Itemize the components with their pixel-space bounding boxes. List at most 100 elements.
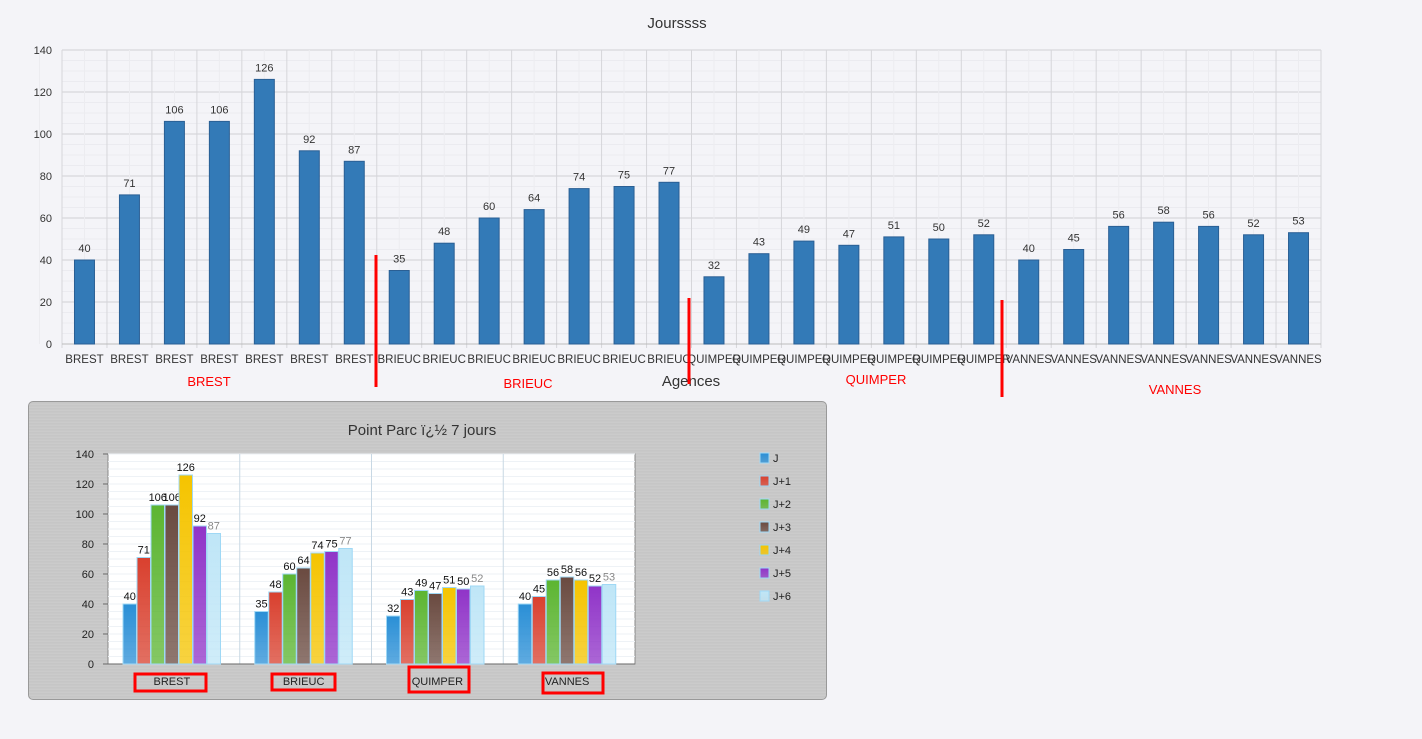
x-tick-label: VANNES xyxy=(545,676,589,688)
bar xyxy=(206,533,221,665)
data-label: 32 xyxy=(387,603,399,615)
data-label: 77 xyxy=(339,536,351,548)
x-tick-label: BREST xyxy=(200,354,238,366)
bar xyxy=(282,573,297,665)
data-label: 74 xyxy=(311,540,323,552)
data-label: 48 xyxy=(269,579,281,591)
x-tick-label: QUIMPER xyxy=(412,676,463,688)
data-label: 49 xyxy=(798,224,810,236)
bar xyxy=(883,236,905,345)
legend-swatch xyxy=(759,475,770,487)
x-tick-label: VANNES xyxy=(1006,354,1053,366)
x-tick-label: QUIMPER xyxy=(777,354,831,366)
legend-label: J+2 xyxy=(773,499,791,511)
data-label: 49 xyxy=(415,578,427,590)
data-label: 74 xyxy=(573,172,585,184)
bar xyxy=(470,585,485,665)
x-tick-label: BRIEUC xyxy=(512,354,555,366)
y-tick-label: 140 xyxy=(76,449,94,461)
bar xyxy=(414,590,429,665)
x-tick-label: BRIEUC xyxy=(378,354,421,366)
data-label: 40 xyxy=(78,243,90,255)
legend-label: J+1 xyxy=(773,476,791,488)
bar xyxy=(338,548,353,665)
x-tick-label: QUIMPER xyxy=(912,354,966,366)
annotation-label: BREST xyxy=(187,374,230,389)
data-label: 52 xyxy=(471,573,483,585)
data-label: 87 xyxy=(208,521,220,533)
bar xyxy=(523,209,545,345)
bar xyxy=(118,194,140,345)
data-label: 64 xyxy=(528,193,540,205)
y-tick-label: 20 xyxy=(82,629,94,641)
bar xyxy=(573,579,589,665)
data-label: 56 xyxy=(1202,209,1214,221)
y-tick-label: 40 xyxy=(40,255,52,267)
y-tick-label: 120 xyxy=(76,479,94,491)
data-label: 92 xyxy=(194,513,206,525)
bar xyxy=(793,240,815,345)
bar xyxy=(568,188,590,345)
legend-swatch xyxy=(759,452,770,464)
data-label: 126 xyxy=(255,62,273,74)
x-tick-label: BRIEUC xyxy=(283,676,325,688)
highlight-box xyxy=(541,671,605,695)
data-label: 106 xyxy=(149,492,167,504)
bar xyxy=(531,596,547,665)
data-label: 58 xyxy=(561,564,573,576)
highlight-box xyxy=(133,672,208,693)
y-tick-label: 100 xyxy=(34,129,52,141)
data-label: 56 xyxy=(1113,209,1125,221)
bar xyxy=(559,576,575,665)
data-label: 43 xyxy=(753,237,765,249)
data-label: 92 xyxy=(303,134,315,146)
x-tick-label: BRIEUC xyxy=(467,354,510,366)
x-tick-label: VANNES xyxy=(1230,354,1277,366)
data-label: 106 xyxy=(165,104,183,116)
bar xyxy=(136,557,151,665)
bar xyxy=(122,603,137,665)
legend-swatch xyxy=(759,544,770,556)
bar xyxy=(428,593,443,665)
annotation-label: QUIMPER xyxy=(846,372,907,387)
data-label: 45 xyxy=(1068,233,1080,245)
data-label: 77 xyxy=(663,165,675,177)
bar xyxy=(433,242,455,345)
legend-label: J+5 xyxy=(773,568,791,580)
bar xyxy=(973,234,995,345)
data-label: 51 xyxy=(443,575,455,587)
bar xyxy=(178,474,193,665)
bar xyxy=(254,611,269,665)
data-label: 50 xyxy=(933,222,945,234)
bar xyxy=(1153,221,1175,345)
y-tick-label: 0 xyxy=(88,659,94,671)
bar xyxy=(1108,225,1130,345)
data-label: 64 xyxy=(297,555,309,567)
data-label: 75 xyxy=(618,170,630,182)
legend-swatch xyxy=(759,498,770,510)
bar xyxy=(456,588,471,665)
bar xyxy=(1288,232,1310,345)
data-label: 47 xyxy=(429,581,441,593)
y-tick-label: 120 xyxy=(34,87,52,99)
data-label: 52 xyxy=(589,573,601,585)
bar xyxy=(343,160,365,345)
data-label: 48 xyxy=(438,226,450,238)
x-tick-label: BRIEUC xyxy=(647,354,690,366)
bar xyxy=(517,603,533,665)
legend-label: J+4 xyxy=(773,545,791,557)
data-label: 71 xyxy=(123,178,135,190)
bar xyxy=(613,186,635,345)
data-label: 51 xyxy=(888,220,900,232)
data-label: 53 xyxy=(1292,216,1304,228)
daily-bar-chart: 0 20 40 60 80 100 120 140 40 BREST 71 BREST 106 BREST… xyxy=(34,15,1322,397)
data-label: 50 xyxy=(457,576,469,588)
bar xyxy=(150,504,165,665)
y-tick-label: 60 xyxy=(82,569,94,581)
data-label: 47 xyxy=(843,228,855,240)
bar xyxy=(268,591,283,665)
data-label: 126 xyxy=(177,462,195,474)
annotation-label: BRIEUC xyxy=(503,376,552,391)
x-tick-label: VANNES xyxy=(1050,354,1097,366)
